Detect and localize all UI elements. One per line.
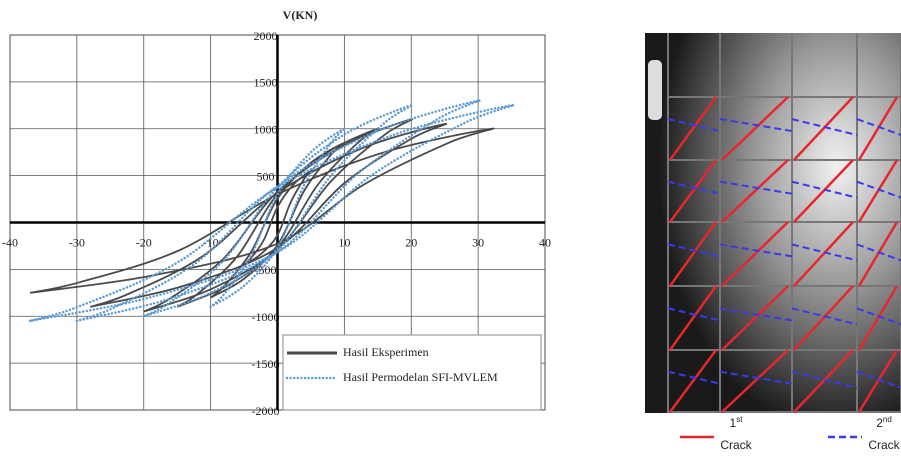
y-tick-label: -1500 [252, 357, 280, 371]
crack [793, 221, 854, 287]
crack [719, 307, 793, 322]
crack [791, 118, 858, 137]
x-tick-label: -30 [69, 235, 85, 249]
crack [719, 118, 793, 133]
x-tick-label: -40 [2, 235, 18, 249]
legend-label: Crack [868, 438, 900, 452]
ordinal-suffix: st [736, 415, 743, 424]
crack [791, 370, 858, 389]
crack [856, 307, 901, 326]
x-tick-label: 40 [539, 235, 551, 249]
crack [668, 285, 718, 351]
crack [721, 285, 789, 351]
x-tick-label: 10 [338, 235, 350, 249]
legend-label: Crack [720, 438, 752, 452]
x-tick-label: -20 [136, 235, 152, 249]
crack [668, 349, 718, 413]
y-tick-label: 2000 [254, 29, 278, 43]
legend-ordinal: 1st [730, 415, 744, 430]
y-axis-label: V(KN) [283, 8, 318, 22]
x-tick-label: 30 [472, 235, 484, 249]
crack [856, 118, 901, 136]
y-tick-label: -500 [255, 263, 277, 277]
crack [719, 180, 793, 195]
photo-detail [648, 60, 662, 120]
legend-box [282, 334, 542, 411]
crack [857, 349, 899, 413]
series-line [28, 99, 516, 323]
y-tick-label: 1000 [254, 123, 278, 137]
crack [856, 370, 901, 389]
x-tick-label: 20 [405, 235, 417, 249]
crack [793, 285, 854, 351]
crack [721, 349, 789, 413]
crack [857, 96, 899, 161]
legend-label: Hasil Eksperimen [343, 345, 429, 359]
y-tick-label: -1000 [252, 310, 280, 324]
crack [721, 159, 789, 223]
crack [668, 221, 718, 287]
legend-ordinal: 2nd [876, 415, 892, 430]
y-tick-label: 1500 [254, 76, 278, 90]
crack [793, 96, 854, 161]
ordinal-number: 2 [876, 416, 883, 430]
crack [857, 221, 899, 287]
crack [856, 243, 901, 262]
crack [856, 180, 901, 199]
crack [667, 307, 721, 322]
y-tick-label: -2000 [252, 404, 280, 418]
crack [721, 221, 789, 287]
crack [667, 370, 721, 385]
y-tick-label: 500 [257, 169, 275, 183]
crack [667, 243, 721, 258]
crack [791, 243, 858, 262]
legend-label: Hasil Permodelan SFI-MVLEM [343, 370, 498, 384]
crack [667, 180, 721, 195]
crack [793, 159, 854, 223]
crack [668, 159, 718, 223]
crack [791, 180, 858, 199]
crack [721, 96, 789, 161]
crack [667, 118, 721, 133]
crack [857, 285, 899, 351]
crack [857, 159, 899, 223]
ordinal-number: 1 [730, 416, 737, 430]
crack [793, 349, 854, 413]
crack [791, 307, 858, 326]
crack [719, 243, 793, 258]
crack-lines [667, 33, 901, 413]
ordinal-suffix: nd [883, 415, 892, 424]
crack [719, 370, 793, 385]
crack [668, 96, 718, 161]
